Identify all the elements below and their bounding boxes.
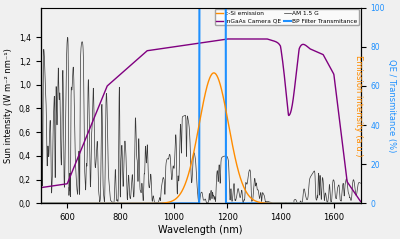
InGaAs Camera QE [179, 44, 184, 47]
Y-axis label: Emission intensity (a.u.): Emission intensity (a.u.) [354, 55, 363, 156]
c-Si emission [358, 202, 363, 205]
Line: InGaAs Camera QE: InGaAs Camera QE [40, 39, 360, 201]
AM 1.5 G [94, 158, 98, 161]
Line: c-Si emission: c-Si emission [40, 73, 360, 203]
InGaAs Camera QE [294, 73, 298, 76]
AM 1.5 G [161, 176, 166, 179]
BP Filter Transmitance [175, 202, 180, 205]
AM 1.5 G [175, 192, 180, 195]
BP Filter Transmitance [75, 202, 80, 205]
Line: BP Filter Transmitance: BP Filter Transmitance [40, 8, 360, 203]
Line: AM 1.5 G: AM 1.5 G [40, 37, 360, 203]
BP Filter Transmitance [94, 202, 98, 205]
BP Filter Transmitance [197, 6, 202, 9]
AM 1.5 G [75, 190, 80, 193]
InGaAs Camera QE [71, 168, 76, 170]
InGaAs Camera QE [38, 186, 43, 189]
InGaAs Camera QE [168, 46, 172, 49]
BP Filter Transmitance [38, 202, 43, 205]
c-Si emission [179, 190, 184, 193]
BP Filter Transmitance [358, 202, 363, 205]
Legend: c-Si emission, InGaAs Camera QE, AM 1.5 G, BP Filter Transmitance: c-Si emission, InGaAs Camera QE, AM 1.5 … [215, 9, 359, 25]
AM 1.5 G [352, 182, 357, 185]
AM 1.5 G [358, 182, 363, 185]
AM 1.5 G [318, 175, 322, 178]
Y-axis label: Sun intensity (W m⁻² nm⁻¹): Sun intensity (W m⁻² nm⁻¹) [4, 48, 13, 163]
Y-axis label: QE / Transmitance (%): QE / Transmitance (%) [387, 59, 396, 152]
c-Si emission [294, 202, 298, 205]
c-Si emission [38, 202, 43, 205]
AM 1.5 G [38, 48, 43, 51]
BP Filter Transmitance [161, 202, 166, 205]
InGaAs Camera QE [225, 38, 230, 40]
c-Si emission [212, 71, 216, 74]
InGaAs Camera QE [258, 38, 263, 40]
BP Filter Transmitance [352, 202, 357, 205]
c-Si emission [168, 201, 172, 203]
AM 1.5 G [292, 202, 296, 205]
InGaAs Camera QE [288, 112, 293, 114]
c-Si emission [258, 201, 263, 204]
BP Filter Transmitance [318, 202, 322, 205]
c-Si emission [71, 202, 76, 205]
c-Si emission [288, 202, 293, 205]
X-axis label: Wavelength (nm): Wavelength (nm) [158, 225, 243, 235]
AM 1.5 G [65, 36, 70, 39]
InGaAs Camera QE [358, 200, 363, 203]
